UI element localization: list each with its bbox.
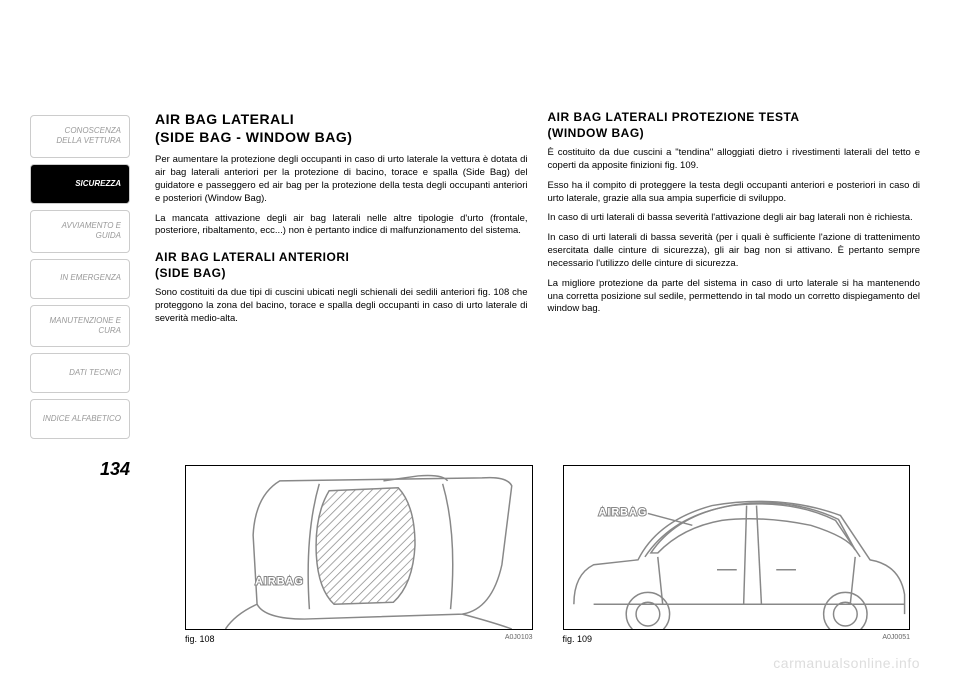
airbag-label-109: AIRBAG xyxy=(598,506,647,518)
paragraph: La mancata attivazione degli air bag lat… xyxy=(155,213,528,239)
paragraph: Esso ha il compito di proteggere la test… xyxy=(548,180,921,206)
subheading-line2: (SIDE BAG) xyxy=(155,266,226,280)
figure-109: AIRBAG xyxy=(563,465,911,630)
figure-caption-text: fig. 108 xyxy=(185,634,215,644)
seat-airbag-illustration: AIRBAG xyxy=(186,466,532,629)
figure-id: A0J0051 xyxy=(882,634,910,644)
subheading-window-bag: AIR BAG LATERALI PROTEZIONE TESTA (WINDO… xyxy=(548,110,921,141)
subheading-line2: (WINDOW BAG) xyxy=(548,126,645,140)
figures-row: AIRBAG fig. 108 A0J0103 xyxy=(185,465,910,644)
paragraph: Per aumentare la protezione degli occupa… xyxy=(155,154,528,205)
watermark: carmanualsonline.info xyxy=(773,655,920,671)
tab-manutenzione: MANUTENZIONE E CURA xyxy=(30,305,130,348)
tab-dati-tecnici: DATI TECNICI xyxy=(30,353,130,393)
paragraph: La migliore protezione da parte del sist… xyxy=(548,278,921,316)
heading-line1: AIR BAG LATERALI xyxy=(155,111,294,127)
sidebar: CONOSCENZA DELLA VETTURA SICUREZZA AVVIA… xyxy=(0,20,130,659)
figure-108-caption: fig. 108 A0J0103 xyxy=(185,634,533,644)
tab-conoscenza: CONOSCENZA DELLA VETTURA xyxy=(30,115,130,158)
subheading-line1: AIR BAG LATERALI ANTERIORI xyxy=(155,250,349,264)
figure-109-wrap: AIRBAG fig. 109 A0J0051 xyxy=(563,465,911,644)
tab-sicurezza: SICUREZZA xyxy=(30,164,130,204)
figure-109-caption: fig. 109 A0J0051 xyxy=(563,634,911,644)
figure-caption-text: fig. 109 xyxy=(563,634,593,644)
figure-108-wrap: AIRBAG fig. 108 A0J0103 xyxy=(185,465,533,644)
subheading-side-bag: AIR BAG LATERALI ANTERIORI (SIDE BAG) xyxy=(155,250,528,281)
heading-main: AIR BAG LATERALI (SIDE BAG - WINDOW BAG) xyxy=(155,110,528,146)
figure-id: A0J0103 xyxy=(505,634,533,644)
paragraph: In caso di urti laterali di bassa severi… xyxy=(548,212,921,225)
tab-emergenza: IN EMERGENZA xyxy=(30,259,130,299)
paragraph: È costituito da due cuscini a "tendina" … xyxy=(548,147,921,173)
paragraph: In caso di urti laterali di bassa severi… xyxy=(548,232,921,270)
paragraph: Sono costituiti da due tipi di cuscini u… xyxy=(155,287,528,325)
figure-108: AIRBAG xyxy=(185,465,533,630)
tab-avviamento: AVVIAMENTO E GUIDA xyxy=(30,210,130,253)
subheading-line1: AIR BAG LATERALI PROTEZIONE TESTA xyxy=(548,110,800,124)
tab-indice: INDICE ALFABETICO xyxy=(30,399,130,439)
car-window-bag-illustration: AIRBAG xyxy=(564,466,910,629)
airbag-label-108: AIRBAG xyxy=(255,576,304,588)
page-number: 134 xyxy=(30,459,130,480)
heading-line2: (SIDE BAG - WINDOW BAG) xyxy=(155,129,352,145)
